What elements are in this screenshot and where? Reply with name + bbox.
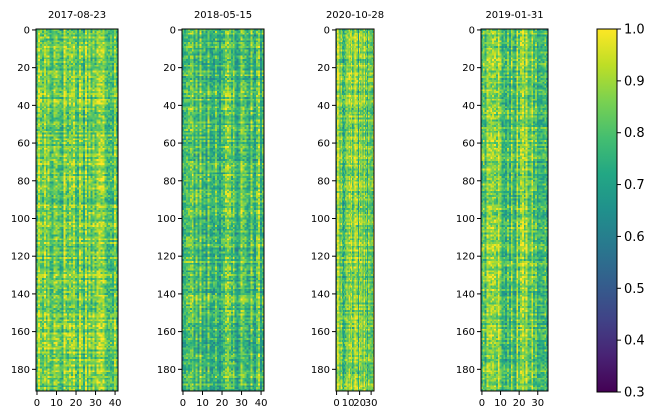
colorbar: 0.3 0.4 0.5 0.6 0.7 0.8 0.9 1.0: [597, 23, 645, 401]
panel-title: 2020-10-28: [326, 10, 384, 21]
y-tick-label: 140: [456, 289, 475, 300]
x-tick-label: 0: [180, 398, 186, 409]
panel-title: 2018-05-15: [194, 10, 252, 21]
y-tick-label: 0: [170, 25, 176, 36]
y-tick-label: 120: [11, 252, 30, 263]
x-tick-label: 0: [333, 398, 339, 409]
y-tick-label: 60: [163, 139, 176, 150]
y-tick-label: 20: [17, 63, 30, 74]
x-tick-label: 10: [196, 398, 209, 409]
heatmap-panel: 2017-08-23 0 20 40 60 80 100 120 140 160 180 0 10 20 3…: [11, 10, 122, 409]
colorbar-tick-label: 0.3: [624, 386, 645, 401]
x-tick-label: 30: [365, 398, 378, 409]
heatmap-panel: 2019-01-31 0 20 40 60 80 100 120 140 160 180 0 10 20 3…: [456, 10, 548, 409]
y-tick-label: 80: [17, 176, 30, 187]
y-tick-label: 140: [11, 289, 30, 300]
heatmap-panel: 2018-05-15 0 20 40 60 80 100 120 140 160 180 0 10 20 3…: [157, 10, 268, 409]
x-tick-label: 10: [50, 398, 63, 409]
x-tick-label: 30: [235, 398, 248, 409]
colorbar-tick-label: 0.6: [624, 230, 645, 245]
colorbar-tick-label: 0.7: [624, 178, 645, 193]
y-tick-label: 160: [11, 327, 30, 338]
x-tick-label: 30: [531, 398, 544, 409]
y-tick-label: 0: [469, 25, 475, 36]
x-tick-label: 20: [70, 398, 83, 409]
y-tick-label: 0: [324, 25, 330, 36]
colorbar-tick-label: 0.9: [624, 74, 645, 89]
colorbar-tick-label: 1.0: [624, 23, 645, 38]
x-tick-label: 20: [216, 398, 229, 409]
x-tick-label: 20: [513, 398, 526, 409]
y-tick-label: 160: [311, 327, 330, 338]
y-tick-label: 60: [17, 139, 30, 150]
y-tick-label: 160: [157, 327, 176, 338]
y-tick-label: 60: [462, 139, 475, 150]
heatmap-cells: [336, 29, 374, 391]
y-tick-label: 100: [311, 214, 330, 225]
y-tick-label: 60: [317, 139, 330, 150]
colorbar-tick-label: 0.8: [624, 126, 645, 141]
y-tick-label: 40: [163, 101, 176, 112]
x-tick-label: 40: [109, 398, 122, 409]
y-tick-label: 40: [462, 101, 475, 112]
x-tick-label: 0: [479, 398, 485, 409]
x-tick-label: 30: [89, 398, 102, 409]
heatmap-cells: [481, 29, 548, 391]
x-tick-label: 10: [494, 398, 507, 409]
y-tick-label: 80: [462, 176, 475, 187]
y-tick-label: 160: [456, 327, 475, 338]
x-tick-label: 40: [255, 398, 268, 409]
y-tick-label: 80: [317, 176, 330, 187]
colorbar-tick-label: 0.5: [624, 282, 645, 297]
y-tick-label: 140: [157, 289, 176, 300]
colorbar-tick-label: 0.4: [624, 334, 645, 349]
y-tick-label: 180: [456, 365, 475, 376]
y-tick-label: 180: [311, 365, 330, 376]
heatmap-cells: [36, 29, 118, 391]
y-tick-label: 20: [462, 63, 475, 74]
heatmap-cells: [182, 29, 264, 391]
y-tick-label: 180: [157, 365, 176, 376]
y-tick-label: 40: [17, 101, 30, 112]
y-tick-label: 20: [317, 63, 330, 74]
colorbar-gradient: [597, 29, 617, 392]
panel-title: 2017-08-23: [48, 10, 106, 21]
y-tick-label: 120: [157, 252, 176, 263]
y-tick-label: 120: [456, 252, 475, 263]
y-tick-label: 140: [311, 289, 330, 300]
y-tick-label: 100: [456, 214, 475, 225]
x-tick-label: 0: [34, 398, 40, 409]
y-tick-label: 40: [317, 101, 330, 112]
y-tick-label: 120: [311, 252, 330, 263]
y-tick-label: 80: [163, 176, 176, 187]
y-tick-label: 0: [24, 25, 30, 36]
y-tick-label: 20: [163, 63, 176, 74]
panel-title: 2019-01-31: [485, 10, 543, 21]
y-tick-label: 180: [11, 365, 30, 376]
y-tick-label: 100: [157, 214, 176, 225]
y-tick-label: 100: [11, 214, 30, 225]
